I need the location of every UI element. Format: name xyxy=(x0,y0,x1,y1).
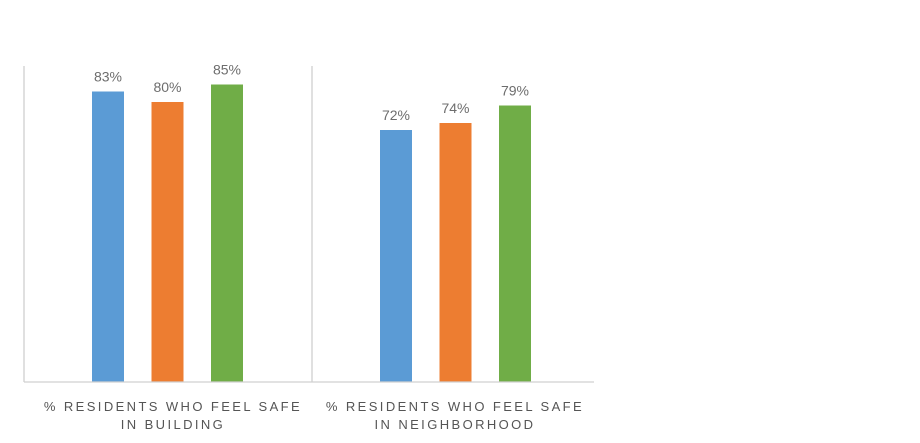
data-label-cat2-series3: 79% xyxy=(501,83,529,99)
bar-cat2-series3 xyxy=(499,105,531,382)
bar-cat2-series1 xyxy=(380,130,412,382)
data-labels-group: 83% 80% 85% 72% 74% 79% xyxy=(94,62,529,124)
axes-group xyxy=(23,66,594,383)
bar-cat1-series1 xyxy=(92,91,124,382)
category-labels-group: % RESIDENTS WHO FEEL SAFE IN BUILDING % RE… xyxy=(44,399,584,432)
data-label-cat2-series2: 74% xyxy=(441,100,469,116)
category-label-2-line-1: % RESIDENTS WHO FEEL SAFE xyxy=(326,399,584,414)
bars-group xyxy=(92,84,531,382)
category-label-1-line-1: % RESIDENTS WHO FEEL SAFE xyxy=(44,399,302,414)
bar-cat1-series3 xyxy=(211,84,243,382)
data-label-cat1-series2: 80% xyxy=(153,79,181,95)
category-label-1-line-2: IN BUILDING xyxy=(121,417,225,432)
bar-cat1-series2 xyxy=(151,102,184,382)
data-label-cat2-series1: 72% xyxy=(382,107,410,123)
data-label-cat1-series1: 83% xyxy=(94,69,122,85)
data-label-cat1-series3: 85% xyxy=(213,62,241,78)
category-label-2-line-2: IN NEIGHBORHOOD xyxy=(375,417,536,432)
bar-cat2-series2 xyxy=(439,123,472,382)
